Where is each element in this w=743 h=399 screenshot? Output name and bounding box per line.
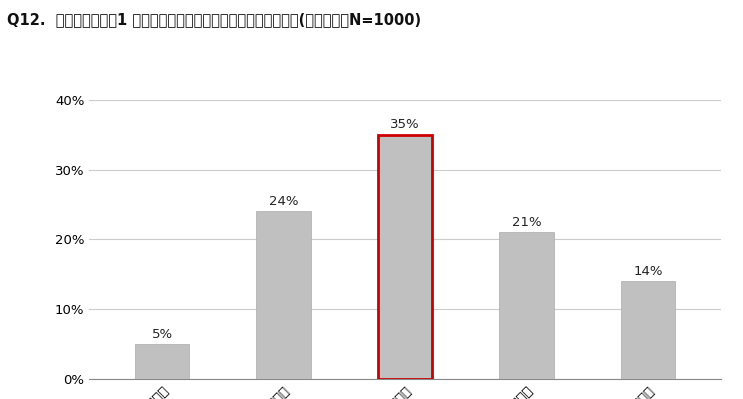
Text: 5%: 5%	[152, 328, 172, 341]
Text: 21%: 21%	[512, 216, 541, 229]
Bar	[499, 232, 554, 379]
Text: 24%: 24%	[269, 195, 298, 208]
Bar	[256, 211, 311, 379]
Text: Q12.  あなたは普段、1 日にカフェインをどれくらいとりますか。(単一回答　N=1000): Q12. あなたは普段、1 日にカフェインをどれくらいとりますか。(単一回答 N…	[7, 12, 421, 27]
Text: 35%: 35%	[390, 118, 420, 131]
Bar	[134, 344, 189, 379]
Bar	[620, 281, 675, 379]
Text: 14%: 14%	[633, 265, 663, 278]
Bar	[377, 134, 432, 379]
